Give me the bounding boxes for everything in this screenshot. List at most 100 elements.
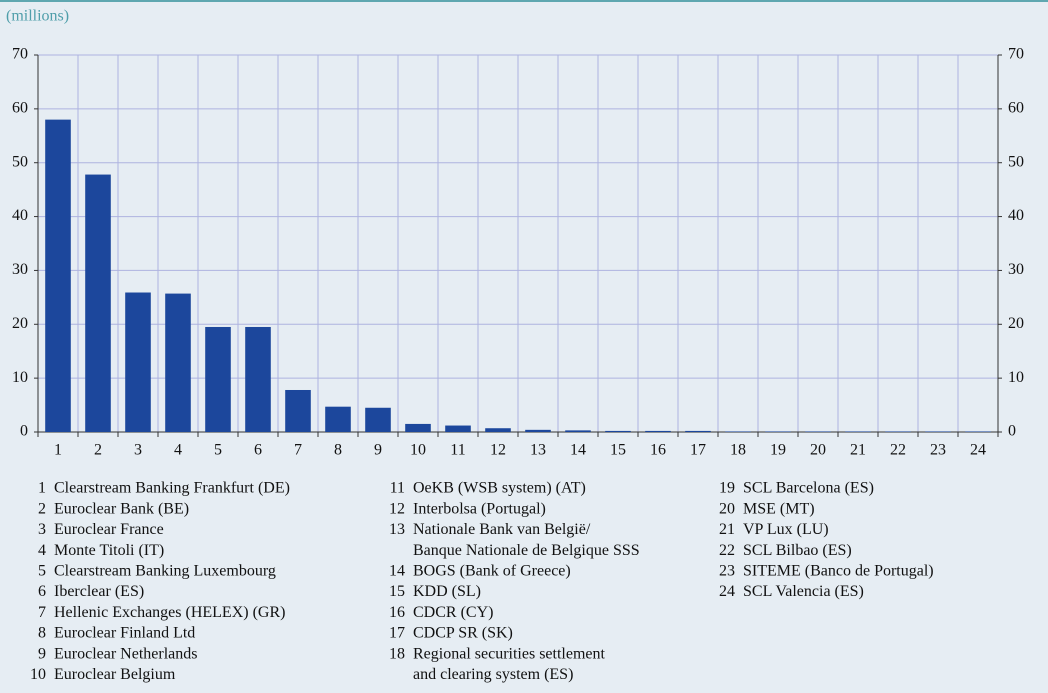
x-tick-label: 23 [930,442,946,459]
legend-number: 21 [719,521,735,538]
y2-tick-label: 30 [1008,261,1024,278]
legend-name: Hellenic Exchanges (HELEX) (GR) [54,604,285,621]
legend-name: MSE (MT) [743,500,815,517]
x-tick-label: 5 [214,442,222,459]
legend-name: Iberclear (ES) [54,583,144,600]
legend-name: CDCP SR (SK) [413,625,513,642]
legend-number: 2 [38,500,46,517]
bar [845,431,871,432]
legend-number: 6 [38,583,46,600]
bar [565,430,591,432]
legend-number: 5 [38,562,46,579]
legend-number: 10 [30,666,46,683]
bar [645,430,671,432]
legend-name: SITEME (Banco de Portugal) [743,562,934,579]
legend-name: Euroclear Finland Ltd [54,625,195,642]
legend-number: 9 [38,645,46,662]
legend-name: BOGS (Bank of Greece) [413,562,571,579]
legend-number: 16 [389,604,405,621]
bar [165,293,191,432]
x-tick-label: 11 [450,442,465,459]
legend-number: 23 [719,562,735,579]
bar [805,431,831,432]
y-tick-label: 40 [12,207,28,224]
x-tick-label: 7 [294,442,302,459]
y2-tick-label: 20 [1008,315,1024,332]
bar [605,430,631,432]
x-tick-label: 13 [530,442,546,459]
legend-name: Euroclear France [54,521,164,538]
bar [245,326,271,432]
x-tick-label: 18 [730,442,746,459]
legend-number: 22 [719,542,735,559]
x-tick-label: 4 [174,442,182,459]
bar [205,326,231,432]
x-tick-label: 2 [94,442,102,459]
legend-name: Nationale Bank van België/ [413,521,591,538]
legend-number: 12 [389,500,405,517]
y-tick-label: 50 [12,153,28,170]
legend-name: KDD (SL) [413,583,481,600]
legend-name: Clearstream Banking Frankfurt (DE) [54,480,290,497]
x-tick-label: 1 [54,442,62,459]
x-tick-label: 12 [490,442,506,459]
legend-name: SCL Barcelona (ES) [743,480,874,497]
legend-number: 8 [38,625,46,642]
legend-number: 19 [719,480,735,497]
legend-number: 1 [38,480,46,497]
bar [365,407,391,432]
legend-name: OeKB (WSB system) (AT) [413,480,586,497]
legend-name: and clearing system (ES) [413,666,573,683]
legend-name: VP Lux (LU) [743,521,829,538]
legend-name: Clearstream Banking Luxembourg [54,562,276,579]
legend-name: Euroclear Netherlands [54,645,197,662]
x-tick-label: 8 [334,442,342,459]
legend-number: 14 [389,562,405,579]
x-tick-label: 9 [374,442,382,459]
legend-number: 24 [719,583,735,600]
bar [525,429,551,432]
legend-name: Interbolsa (Portugal) [413,500,546,517]
legend-name: Euroclear Belgium [54,666,176,683]
bar [125,292,151,432]
legend-number: 3 [38,521,46,538]
bar [925,431,951,432]
bar [405,423,431,432]
legend-number: 4 [38,542,46,559]
bar [725,431,751,432]
y2-tick-label: 10 [1008,369,1024,386]
legend-number: 13 [389,521,405,538]
y2-tick-label: 70 [1008,46,1024,63]
legend-name: SCL Valencia (ES) [743,583,864,600]
x-tick-label: 22 [890,442,906,459]
legend-number: 11 [390,480,405,497]
x-tick-label: 20 [810,442,826,459]
y2-tick-label: 50 [1008,153,1024,170]
y-tick-label: 70 [12,46,28,63]
legend-name: Banque Nationale de Belgique SSS [413,542,640,559]
y-tick-label: 20 [12,315,28,332]
y-tick-label: 30 [12,261,28,278]
y2-tick-label: 60 [1008,100,1024,117]
x-tick-label: 6 [254,442,262,459]
x-tick-label: 24 [970,442,986,459]
x-tick-label: 3 [134,442,142,459]
legend-name: SCL Bilbao (ES) [743,542,852,559]
legend-name: CDCR (CY) [413,604,493,621]
x-tick-label: 17 [690,442,706,459]
bar [885,431,911,432]
y-tick-label: 60 [12,100,28,117]
legend-number: 7 [38,604,46,621]
legend-number: 20 [719,500,735,517]
y-tick-label: 0 [20,423,28,440]
legend-name: Monte Titoli (IT) [54,542,164,559]
x-tick-label: 16 [650,442,666,459]
y2-tick-label: 0 [1008,423,1016,440]
bar [85,174,111,432]
bar [445,425,471,432]
legend-name: Regional securities settlement [413,645,606,662]
bar [765,431,791,432]
subtitle: (millions) [6,8,69,25]
x-tick-label: 15 [610,442,626,459]
